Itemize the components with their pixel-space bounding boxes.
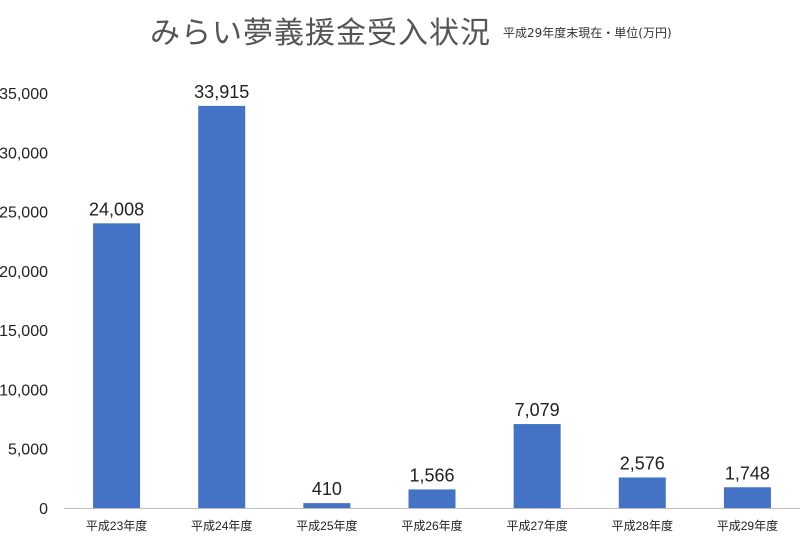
x-tick-label: 平成23年度: [86, 518, 147, 533]
data-label: 33,915: [194, 82, 249, 102]
x-tick-label: 平成24年度: [191, 518, 252, 533]
bar: [408, 489, 456, 508]
data-label: 1,566: [409, 465, 454, 485]
y-tick-label: 35,000: [0, 86, 48, 103]
x-tick-label: 平成28年度: [612, 518, 673, 533]
y-tick-label: 30,000: [0, 145, 48, 162]
bar: [93, 223, 141, 508]
chart-subtitle: 平成29年度末現在・単位(万円): [503, 26, 672, 40]
y-tick-label: 5,000: [8, 442, 48, 459]
bar: [513, 424, 561, 508]
chart-title: みらい夢義援金受入状況: [150, 16, 491, 51]
x-tick-label: 平成27年度: [506, 518, 567, 533]
bar: [723, 487, 771, 508]
x-tick-label: 平成29年度: [717, 518, 778, 533]
y-tick-label: 0: [39, 501, 48, 518]
y-tick-label: 10,000: [0, 382, 48, 399]
data-label: 24,008: [89, 199, 144, 219]
y-tick-label: 15,000: [0, 323, 48, 340]
y-tick-label: 20,000: [0, 264, 48, 281]
bar: [618, 477, 666, 508]
bar: [198, 105, 246, 509]
data-label: 1,748: [725, 463, 770, 483]
data-label: 2,576: [620, 453, 665, 473]
bar: [303, 503, 351, 508]
data-label: 410: [312, 479, 342, 499]
y-tick-label: 25,000: [0, 205, 48, 222]
x-tick-label: 平成25年度: [296, 518, 357, 533]
x-tick-label: 平成26年度: [401, 518, 462, 533]
data-label: 7,079: [515, 400, 560, 420]
